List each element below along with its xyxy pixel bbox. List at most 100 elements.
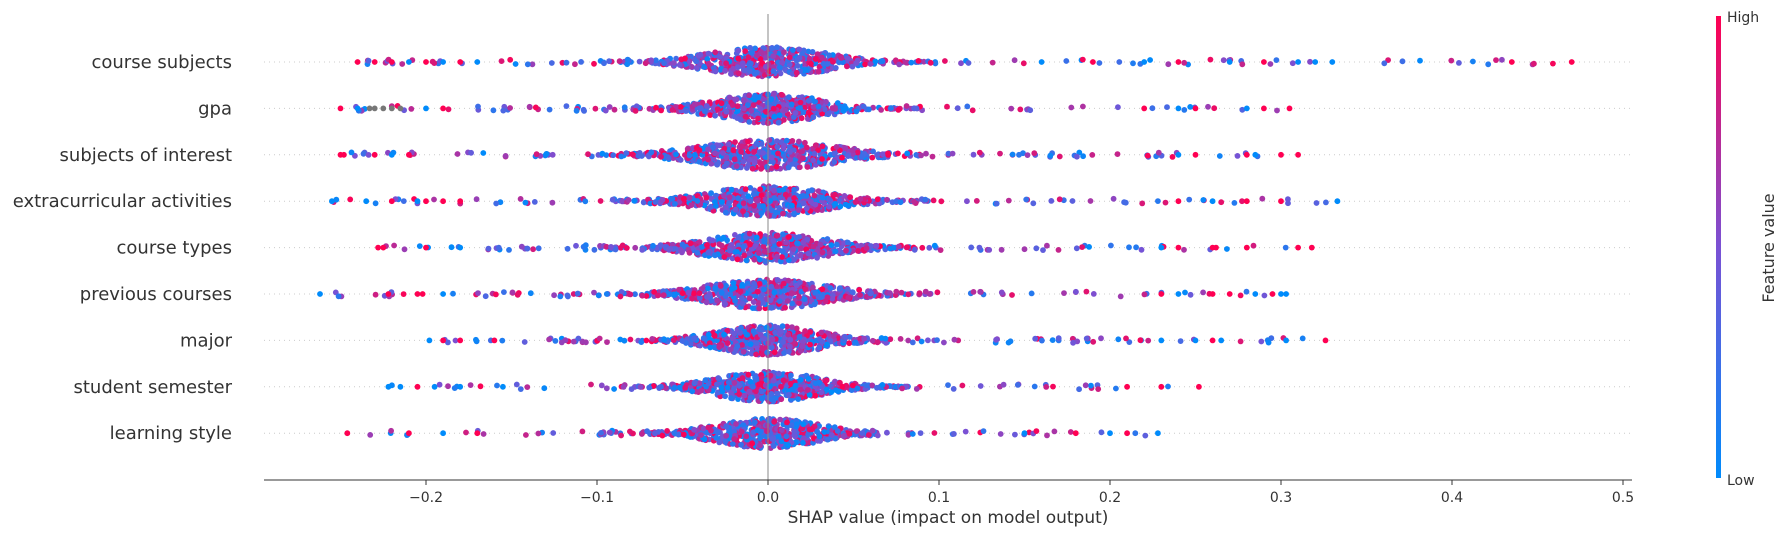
shap-point: [440, 59, 446, 65]
shap-point: [1158, 291, 1164, 297]
shap-point: [639, 153, 645, 159]
shap-point: [838, 55, 844, 61]
shap-point: [850, 289, 856, 295]
shap-point: [813, 56, 819, 62]
shap-point: [744, 332, 750, 338]
shap-point: [550, 152, 556, 158]
shap-point: [571, 339, 577, 345]
shap-point: [714, 162, 720, 168]
shap-point: [591, 61, 597, 67]
shap-point: [1145, 338, 1151, 344]
shap-point: [808, 61, 814, 67]
shap-point: [796, 47, 802, 53]
shap-point: [653, 199, 659, 205]
shap-point: [528, 290, 534, 296]
shap-point: [715, 298, 721, 304]
shap-point: [910, 340, 916, 346]
shap-point: [952, 337, 958, 343]
shap-point: [785, 298, 791, 304]
shap-point: [723, 60, 729, 66]
shap-point: [689, 202, 695, 208]
shap-point: [797, 164, 803, 170]
shap-point: [798, 252, 804, 258]
shap-point: [706, 332, 712, 338]
shap-point: [830, 59, 836, 65]
shap-point: [423, 59, 429, 65]
shap-point: [1115, 151, 1121, 157]
shap-point: [697, 290, 703, 296]
shap-point: [712, 199, 718, 205]
shap-point: [398, 106, 404, 112]
shap-point: [706, 51, 712, 57]
shap-point: [1295, 59, 1301, 65]
shap-point: [896, 244, 902, 250]
shap-point: [423, 198, 429, 204]
shap-point: [772, 290, 778, 296]
shap-point: [797, 280, 803, 286]
shap-point: [891, 245, 897, 251]
shap-point: [649, 336, 655, 342]
shap-point: [817, 345, 823, 351]
shap-point: [904, 151, 910, 157]
shap-point: [751, 203, 757, 209]
shap-point: [367, 106, 373, 112]
shap-point: [575, 291, 581, 297]
shap-point: [680, 290, 686, 296]
shap-point: [1210, 291, 1216, 297]
shap-point: [1210, 338, 1216, 344]
shap-point: [399, 61, 405, 67]
shap-point: [551, 292, 557, 298]
shap-point: [842, 334, 848, 340]
shap-point: [898, 199, 904, 205]
shap-point: [752, 71, 758, 77]
shap-point: [501, 289, 507, 295]
shap-point: [532, 199, 538, 205]
shap-point: [747, 45, 753, 51]
shap-point: [1118, 294, 1124, 300]
shap-point: [493, 292, 499, 298]
shap-point: [775, 233, 781, 239]
shap-point: [507, 105, 513, 111]
shap-point: [1068, 105, 1074, 111]
shap-point: [893, 289, 899, 295]
shap-point: [845, 56, 851, 62]
shap-point: [818, 389, 824, 395]
shap-point: [1017, 107, 1023, 113]
shap-point: [1211, 105, 1217, 111]
shap-point: [349, 150, 355, 156]
shap-point: [468, 150, 474, 156]
shap-point: [977, 245, 983, 251]
shap-point: [723, 109, 729, 115]
shap-point: [772, 349, 778, 355]
shap-point: [802, 296, 808, 302]
shap-point: [1123, 336, 1129, 342]
shap-point: [745, 139, 751, 145]
shap-point: [622, 338, 628, 344]
shap-point: [507, 57, 513, 63]
shap-point: [503, 153, 509, 159]
shap-point: [780, 231, 786, 237]
shap-point: [1176, 291, 1182, 297]
shap-point: [648, 149, 654, 155]
shap-point: [366, 152, 372, 158]
shap-point: [743, 114, 749, 120]
shap-point: [1244, 245, 1250, 251]
shap-point: [898, 336, 904, 342]
shap-point: [389, 106, 395, 112]
shap-point: [835, 100, 841, 106]
shap-point: [1123, 200, 1129, 206]
shap-point: [608, 244, 614, 250]
shap-point: [786, 165, 792, 171]
shap-point: [750, 305, 756, 311]
shap-point: [786, 94, 792, 100]
shap-point: [361, 151, 367, 157]
shap-point: [751, 281, 757, 287]
shap-point: [457, 245, 463, 251]
shap-point: [853, 60, 859, 66]
shap-point: [887, 290, 893, 296]
shap-point: [732, 156, 738, 162]
shap-point: [751, 328, 757, 334]
shap-point: [769, 305, 775, 311]
shap-point: [746, 92, 752, 98]
shap-point: [971, 152, 977, 158]
